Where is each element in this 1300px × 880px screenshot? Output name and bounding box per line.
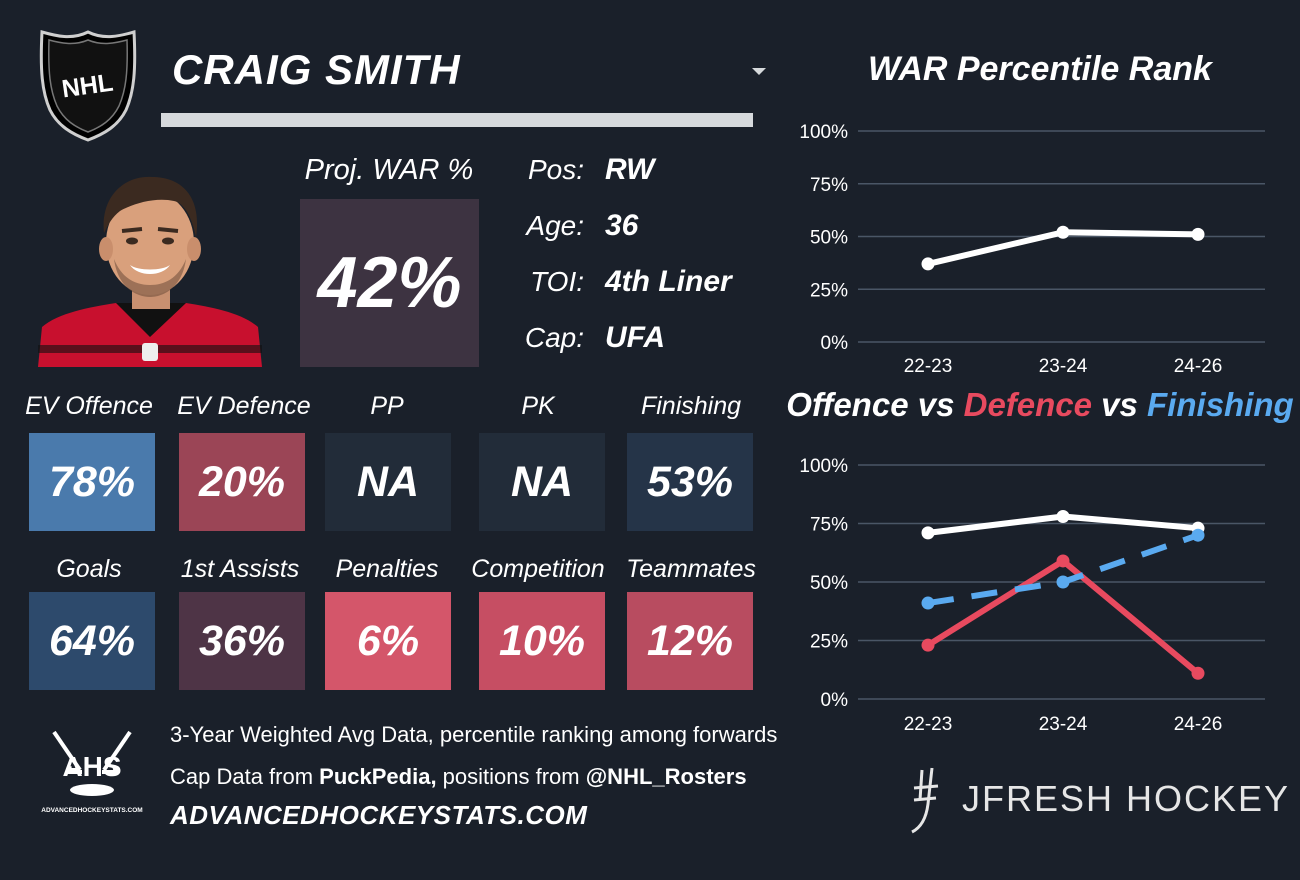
pk-tile: NA <box>479 433 605 531</box>
war-point <box>1191 227 1205 241</box>
chevron-down-icon[interactable] <box>746 62 774 82</box>
defence-point <box>1056 554 1070 568</box>
player-name: CRAIG SMITH <box>172 46 461 93</box>
ovd-chart-title: Offence vs Defence vs Finishing <box>780 386 1300 424</box>
x-tick-label: 23-24 <box>1039 356 1088 377</box>
finishing-tile: 53% <box>627 433 753 531</box>
nhl-logo-icon: NHL <box>39 30 137 142</box>
puckpedia-link[interactable]: PuckPedia, <box>319 764 437 789</box>
offence-defence-finishing-chart: 0% 25% 50% 75% 100% 22-23 23-24 24-26 <box>799 456 1265 735</box>
cap-label: Cap: <box>524 322 584 353</box>
sources-prefix: Cap Data from <box>170 764 320 789</box>
goals-tile: 64% <box>29 592 155 690</box>
footer-sources-text: Cap Data from PuckPedia, positions from … <box>170 764 747 790</box>
offence-point <box>921 526 935 540</box>
ev-offence-tile: 78% <box>29 433 155 531</box>
title-vs-2: vs <box>1092 386 1148 423</box>
goals-label: Goals <box>56 555 122 583</box>
competition-tile: 10% <box>479 592 605 690</box>
pos-value: RW <box>605 153 655 186</box>
war-point <box>1056 225 1070 239</box>
y-tick-label: 75% <box>810 175 848 196</box>
y-tick-label: 75% <box>810 515 848 536</box>
first-assists-tile: 36% <box>179 592 305 690</box>
finishing-label: Finishing <box>640 392 742 420</box>
toi-value: 4th Liner <box>605 265 732 298</box>
y-tick-label: 25% <box>810 632 848 653</box>
war-percentile-chart: 0% 25% 50% 75% 100% 22-23 23-24 24-26 <box>799 122 1265 377</box>
ahs-logo-subtext: ADVANCEDHOCKEYSTATS.COM <box>41 807 142 814</box>
war-chart-title: WAR Percentile Rank <box>868 50 1212 88</box>
defence-point <box>921 638 935 652</box>
finishing-point <box>921 596 935 610</box>
proj-war-label: Proj. WAR % <box>304 154 474 186</box>
name-underline <box>161 113 753 127</box>
cap-value: UFA <box>605 321 665 354</box>
age-value: 36 <box>605 209 639 242</box>
offence-point <box>1056 509 1070 523</box>
jfresh-mark-icon <box>911 767 939 834</box>
ahs-logo-text: AHS <box>62 751 121 782</box>
pp-label: PP <box>370 392 404 420</box>
pos-label: Pos: <box>527 154 584 185</box>
defence-point <box>1191 666 1205 680</box>
pk-label: PK <box>521 392 555 420</box>
title-defence: Defence <box>963 386 1092 423</box>
title-vs-1: vs <box>908 386 964 423</box>
pp-tile: NA <box>325 433 451 531</box>
x-tick-label: 24-26 <box>1174 356 1223 377</box>
x-tick-label: 22-23 <box>904 356 953 377</box>
y-tick-label: 0% <box>821 690 849 711</box>
teammates-label: Teammates <box>626 555 756 583</box>
y-tick-label: 50% <box>810 228 848 249</box>
finishing-point <box>1056 575 1070 589</box>
y-tick-label: 100% <box>799 122 848 143</box>
competition-label: Competition <box>471 555 605 583</box>
ev-offence-label: EV Offence <box>25 392 153 420</box>
ahs-logo-icon: AHS ADVANCEDHOCKEYSTATS.COM <box>41 730 143 814</box>
player-photo <box>38 167 262 367</box>
war-point <box>921 257 935 271</box>
first-assists-label: 1st Assists <box>180 555 300 583</box>
nhl-rosters-link[interactable]: @NHL_Rosters <box>585 764 747 789</box>
ev-defence-label: EV Defence <box>177 392 311 420</box>
title-offence: Offence <box>786 386 909 423</box>
x-tick-label: 24-26 <box>1174 714 1223 735</box>
ev-defence-tile: 20% <box>179 433 305 531</box>
proj-war-value: 42% <box>300 199 479 367</box>
sources-middle: positions from <box>436 764 586 789</box>
footer-methodology-text: 3-Year Weighted Avg Data, percentile ran… <box>170 722 778 747</box>
finishing-series-line <box>927 532 1199 607</box>
jfresh-brand: JFRESH HOCKEY <box>962 778 1291 819</box>
teammates-tile: 12% <box>627 592 753 690</box>
y-tick-label: 100% <box>799 456 848 477</box>
age-label: Age: <box>526 210 584 241</box>
ahs-website-link[interactable]: ADVANCEDHOCKEYSTATS.COM <box>170 800 588 830</box>
x-tick-label: 22-23 <box>904 714 953 735</box>
finishing-point <box>1191 528 1205 542</box>
y-tick-label: 25% <box>810 280 848 301</box>
y-tick-label: 0% <box>821 333 849 354</box>
x-tick-label: 23-24 <box>1039 714 1088 735</box>
y-tick-label: 50% <box>810 573 848 594</box>
title-finishing: Finishing <box>1147 386 1294 423</box>
penalties-label: Penalties <box>335 555 439 583</box>
penalties-tile: 6% <box>325 592 451 690</box>
toi-label: TOI: <box>530 266 584 297</box>
